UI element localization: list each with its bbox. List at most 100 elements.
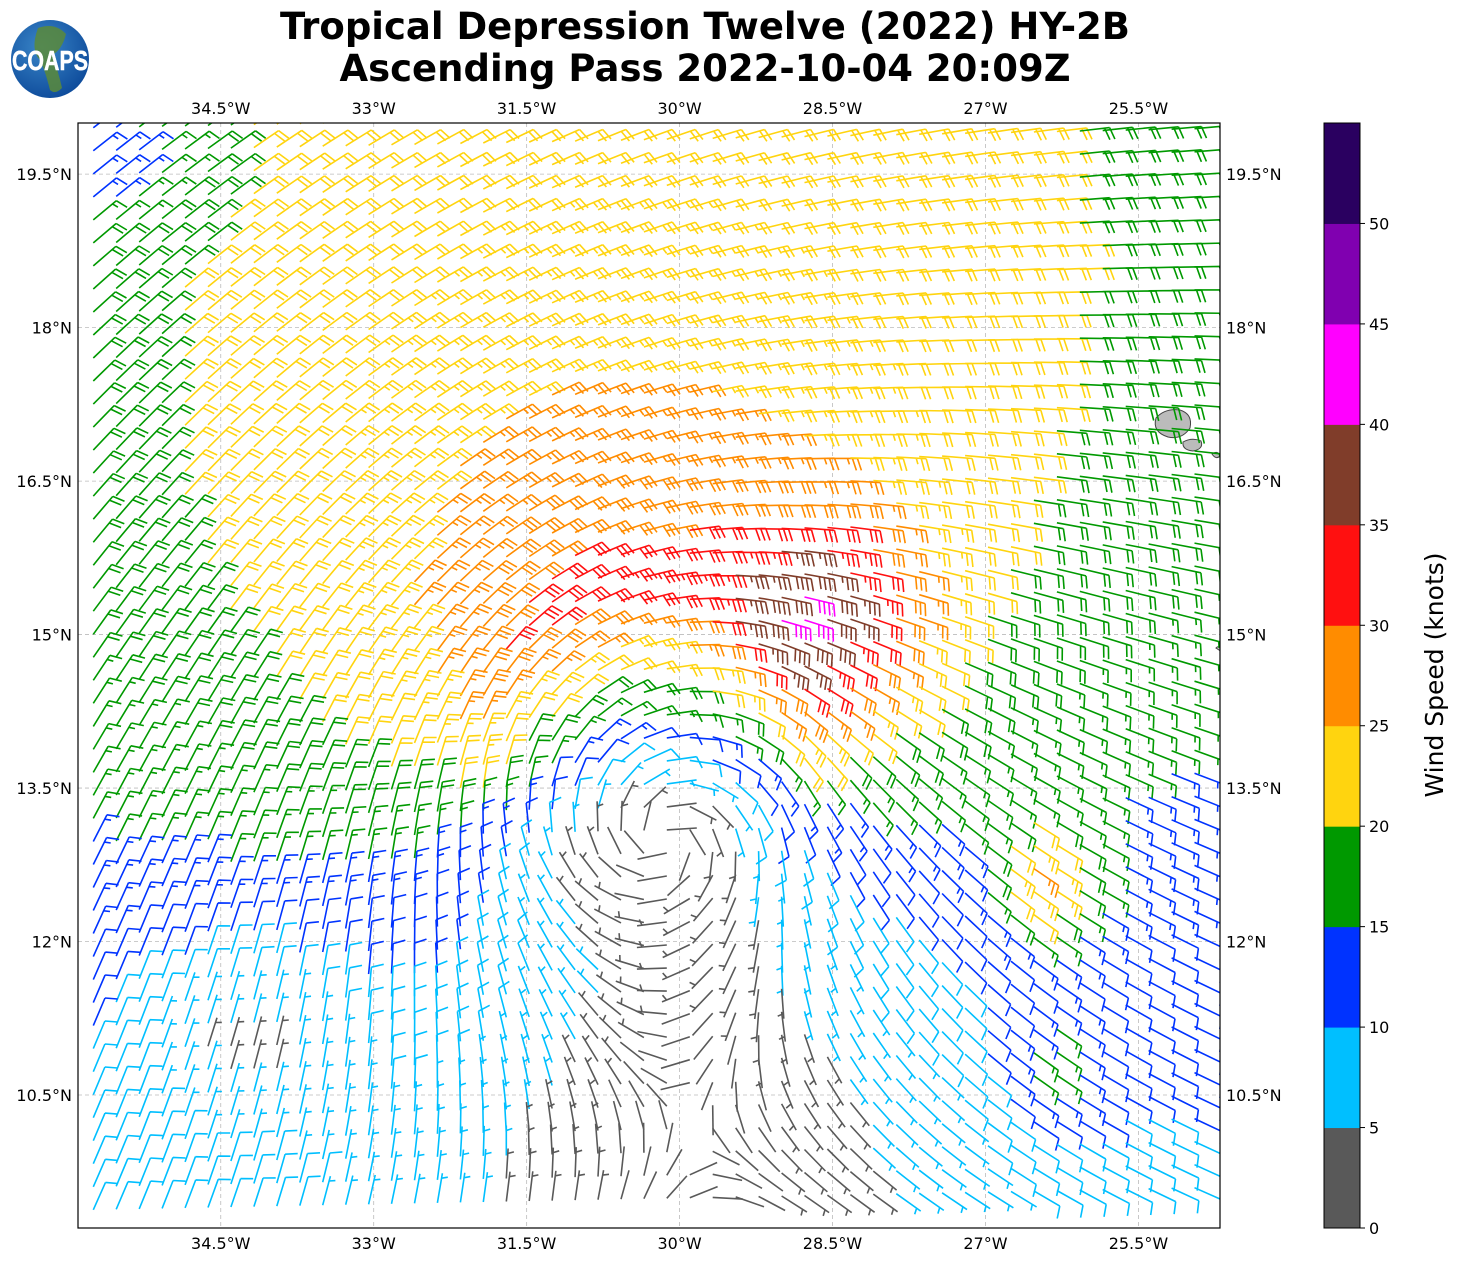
wind-barb (528, 289, 566, 304)
wind-barb (436, 1126, 446, 1157)
wind-barb (505, 312, 543, 328)
wind-barb (92, 1158, 118, 1188)
wind-barb (636, 962, 667, 970)
wind-barb (919, 432, 954, 448)
wind-barb (826, 1010, 840, 1039)
wind-barb (895, 847, 917, 883)
wind-barb (719, 989, 737, 1018)
wind-barb (693, 1035, 714, 1061)
wind-barb (276, 992, 289, 1023)
wind-barb (367, 1009, 384, 1044)
wind-barb (138, 1134, 163, 1164)
wind-barb (735, 689, 766, 712)
wind-barb (597, 174, 635, 188)
wind-barb (230, 175, 266, 195)
wind-barb (276, 129, 313, 148)
wind-barb (872, 1032, 892, 1060)
wind-barb (436, 559, 471, 582)
wind-barb (614, 933, 645, 947)
wind-barb (161, 381, 196, 404)
wind-barb (368, 470, 403, 492)
wind-barb (459, 1126, 469, 1157)
wind-barb (597, 244, 635, 257)
wind-barb (987, 845, 1013, 877)
wind-barb (758, 338, 795, 352)
wind-barb (616, 997, 645, 1016)
wind-barb (459, 603, 493, 628)
wind-barb (1010, 1052, 1036, 1084)
wind-barb (436, 647, 467, 674)
wind-barb (528, 583, 564, 604)
wind-barb (551, 335, 589, 350)
wind-barb (987, 1030, 1012, 1063)
wind-barb (757, 1081, 768, 1111)
wind-barb (482, 266, 520, 282)
wind-barb (1102, 220, 1139, 234)
wind-barb (230, 970, 245, 1001)
wind-barb (964, 892, 988, 926)
wind-barb (92, 928, 119, 957)
wind-barb (92, 563, 124, 589)
wind-barb (344, 761, 369, 791)
wind-barb (1194, 726, 1220, 742)
wind-barb (230, 516, 263, 540)
wind-barb (436, 1103, 446, 1134)
wind-barb (711, 828, 725, 858)
wind-barb (414, 402, 450, 422)
wind-barb (276, 221, 312, 240)
wind-barb (666, 198, 704, 212)
wind-barb (368, 402, 404, 423)
wind-barb (1010, 546, 1043, 566)
wind-barb (92, 154, 128, 175)
wind-barb (758, 268, 796, 282)
wind-barb (299, 649, 329, 677)
wind-barb (92, 177, 128, 198)
wind-barb (1079, 659, 1109, 684)
wind-barb (276, 312, 312, 332)
wind-barb (115, 404, 150, 428)
wind-barb (434, 937, 448, 973)
wind-barb (804, 573, 837, 592)
wind-barb (230, 696, 259, 724)
wind-barb (643, 1146, 652, 1176)
wind-barb (987, 1099, 1013, 1131)
wind-barb (896, 479, 930, 496)
wind-barb (637, 852, 667, 860)
wind-barb (367, 849, 387, 883)
wind-barb (344, 806, 367, 837)
wind-barb (987, 960, 1012, 994)
wind-barb (597, 738, 630, 763)
wind-barb (1148, 1187, 1177, 1215)
wind-barb (391, 174, 428, 192)
wind-barb (459, 470, 496, 490)
wind-barb (299, 537, 332, 562)
wind-barb (1010, 799, 1038, 829)
wind-barb (748, 966, 760, 996)
wind-barb (1171, 773, 1201, 798)
wind-barb (299, 1037, 312, 1068)
wind-barb (184, 335, 219, 357)
wind-barb (689, 759, 723, 778)
wind-barb (1102, 1165, 1130, 1194)
wind-barb (138, 767, 166, 795)
wind-barb (458, 844, 472, 881)
wind-barb (689, 407, 727, 421)
wind-barb (368, 174, 405, 192)
wind-barb (184, 607, 215, 633)
wind-barb (459, 537, 495, 559)
wind-barb (138, 176, 174, 197)
wind-barb (184, 358, 219, 380)
wind-barb (414, 289, 451, 307)
wind-barb (1171, 1003, 1200, 1031)
wind-barb (138, 676, 168, 703)
wind-barb (1079, 913, 1107, 943)
wind-barb (1148, 819, 1177, 846)
wind-barb (525, 796, 539, 833)
wind-barb (184, 221, 220, 242)
wind-barb (345, 537, 378, 561)
wind-barb (435, 983, 448, 1019)
wind-barb (1148, 405, 1183, 421)
wind-barb (321, 1037, 334, 1068)
wind-barb (459, 380, 497, 398)
wind-barb (1010, 615, 1041, 638)
